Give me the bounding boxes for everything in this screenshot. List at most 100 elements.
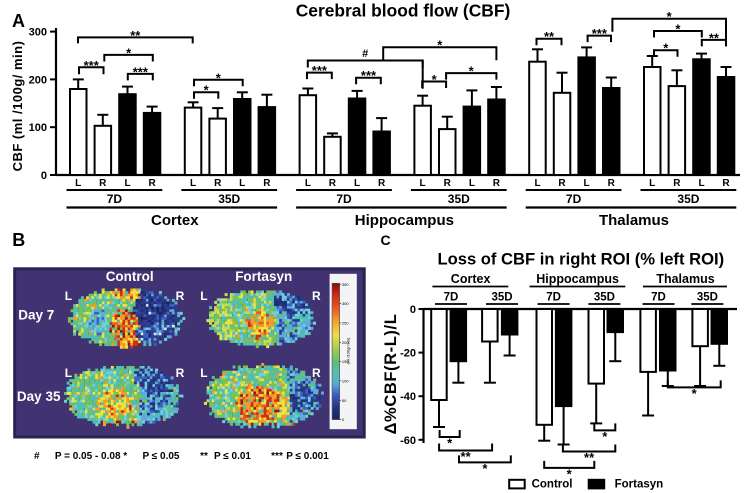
- svg-text:L: L: [124, 178, 130, 189]
- svg-text:L: L: [354, 178, 360, 189]
- svg-text:35D: 35D: [218, 192, 240, 206]
- svg-text:L: L: [649, 178, 655, 189]
- svg-text:*: *: [126, 45, 132, 60]
- svg-text:250: 250: [342, 321, 349, 326]
- svg-text:**: **: [200, 451, 208, 462]
- svg-text:**: **: [461, 449, 472, 464]
- svg-text:300: 300: [29, 27, 47, 39]
- svg-text:Cortex: Cortex: [151, 212, 199, 229]
- svg-text:L: L: [190, 178, 196, 189]
- svg-text:35D: 35D: [491, 292, 512, 304]
- svg-text:**: **: [130, 28, 141, 43]
- svg-text:R: R: [312, 366, 321, 380]
- svg-text:Loss of CBF in right ROI (% le: Loss of CBF in right ROI (% left ROI): [437, 250, 724, 269]
- svg-text:R: R: [263, 178, 271, 189]
- svg-text:R: R: [378, 178, 386, 189]
- svg-text:L: L: [239, 178, 245, 189]
- svg-text:*: *: [447, 436, 453, 451]
- svg-text:*: *: [663, 41, 669, 56]
- svg-text:(ml /100g/ min): (ml /100g/ min): [346, 337, 351, 364]
- svg-text:R: R: [312, 289, 321, 303]
- svg-text:**: **: [709, 30, 720, 45]
- svg-text:L: L: [200, 289, 207, 303]
- svg-text:L: L: [305, 178, 311, 189]
- svg-text:P ≤ 0.001: P ≤ 0.001: [286, 451, 329, 462]
- svg-text:*: *: [692, 386, 698, 401]
- svg-text:*: *: [216, 70, 222, 85]
- svg-text:200: 200: [29, 74, 47, 86]
- svg-text:P ≤ 0.05: P ≤ 0.05: [143, 451, 180, 462]
- svg-text:R: R: [558, 178, 566, 189]
- svg-text:***: ***: [271, 451, 283, 462]
- svg-text:50: 50: [342, 398, 347, 403]
- svg-text:Cerebral blood flow (CBF): Cerebral blood flow (CBF): [296, 1, 510, 21]
- svg-text:*: *: [675, 22, 681, 37]
- svg-text:*: *: [437, 38, 443, 53]
- svg-text:Control: Control: [106, 269, 154, 284]
- svg-text:R: R: [722, 178, 730, 189]
- svg-text:Cortex: Cortex: [451, 272, 491, 286]
- svg-text:300: 300: [342, 301, 349, 306]
- svg-text:Control: Control: [532, 479, 573, 491]
- svg-text:P = 0.05 - 0.08 *: P = 0.05 - 0.08 *: [55, 451, 127, 462]
- svg-text:*: *: [602, 429, 608, 444]
- svg-text:R: R: [176, 366, 185, 380]
- svg-text:Fortasyn: Fortasyn: [235, 269, 292, 284]
- svg-text:Fortasyn: Fortasyn: [615, 479, 664, 491]
- svg-text:L: L: [534, 178, 540, 189]
- svg-text:-20: -20: [400, 348, 416, 360]
- svg-text:#: #: [362, 48, 368, 60]
- svg-text:0: 0: [41, 170, 47, 182]
- svg-text:0: 0: [342, 417, 345, 422]
- svg-text:Day 7: Day 7: [18, 308, 54, 323]
- svg-text:Thalamus: Thalamus: [656, 272, 714, 286]
- svg-text:*: *: [567, 466, 573, 481]
- svg-text:200: 200: [342, 340, 349, 345]
- svg-text:7D: 7D: [651, 292, 666, 304]
- svg-text:***: ***: [592, 26, 608, 41]
- svg-text:***: ***: [312, 63, 328, 78]
- svg-text:**: **: [584, 450, 595, 465]
- svg-text:L: L: [469, 178, 475, 189]
- svg-text:0: 0: [410, 304, 416, 316]
- svg-text:-60: -60: [400, 435, 416, 447]
- svg-text:R: R: [444, 178, 452, 189]
- svg-text:Δ%CBF(R-L)/L: Δ%CBF(R-L)/L: [382, 314, 400, 435]
- svg-text:L: L: [698, 178, 704, 189]
- svg-text:R: R: [148, 178, 156, 189]
- svg-text:7D: 7D: [566, 192, 582, 206]
- svg-text:-40: -40: [400, 391, 416, 403]
- svg-text:350: 350: [342, 282, 349, 287]
- svg-text:R: R: [329, 178, 337, 189]
- svg-text:35D: 35D: [594, 292, 615, 304]
- svg-text:*: *: [482, 461, 488, 476]
- svg-text:L: L: [584, 178, 590, 189]
- svg-text:**: **: [544, 29, 555, 44]
- svg-text:7D: 7D: [444, 292, 459, 304]
- svg-text:100: 100: [342, 378, 349, 383]
- svg-text:P ≤ 0.01: P ≤ 0.01: [214, 451, 251, 462]
- svg-text:100: 100: [29, 122, 47, 134]
- svg-text:*: *: [432, 72, 438, 87]
- svg-text:Hippocampus: Hippocampus: [355, 212, 454, 229]
- svg-text:R: R: [99, 178, 107, 189]
- svg-text:Hippocampus: Hippocampus: [536, 272, 619, 286]
- svg-text:7D: 7D: [546, 292, 561, 304]
- svg-text:R: R: [608, 178, 616, 189]
- svg-text:150: 150: [342, 359, 349, 364]
- svg-text:R: R: [493, 178, 501, 189]
- svg-text:*: *: [469, 64, 475, 79]
- svg-text:A: A: [12, 11, 25, 31]
- svg-text:B: B: [12, 230, 25, 250]
- svg-text:7D: 7D: [107, 192, 123, 206]
- svg-text:R: R: [673, 178, 681, 189]
- svg-text:L: L: [75, 178, 81, 189]
- svg-text:L: L: [200, 366, 207, 380]
- svg-text:L: L: [65, 289, 72, 303]
- svg-text:L: L: [420, 178, 426, 189]
- svg-text:***: ***: [84, 58, 100, 73]
- svg-text:***: ***: [361, 68, 377, 83]
- svg-text:*: *: [204, 83, 210, 98]
- svg-text:35D: 35D: [448, 192, 470, 206]
- svg-text:Thalamus: Thalamus: [599, 212, 669, 229]
